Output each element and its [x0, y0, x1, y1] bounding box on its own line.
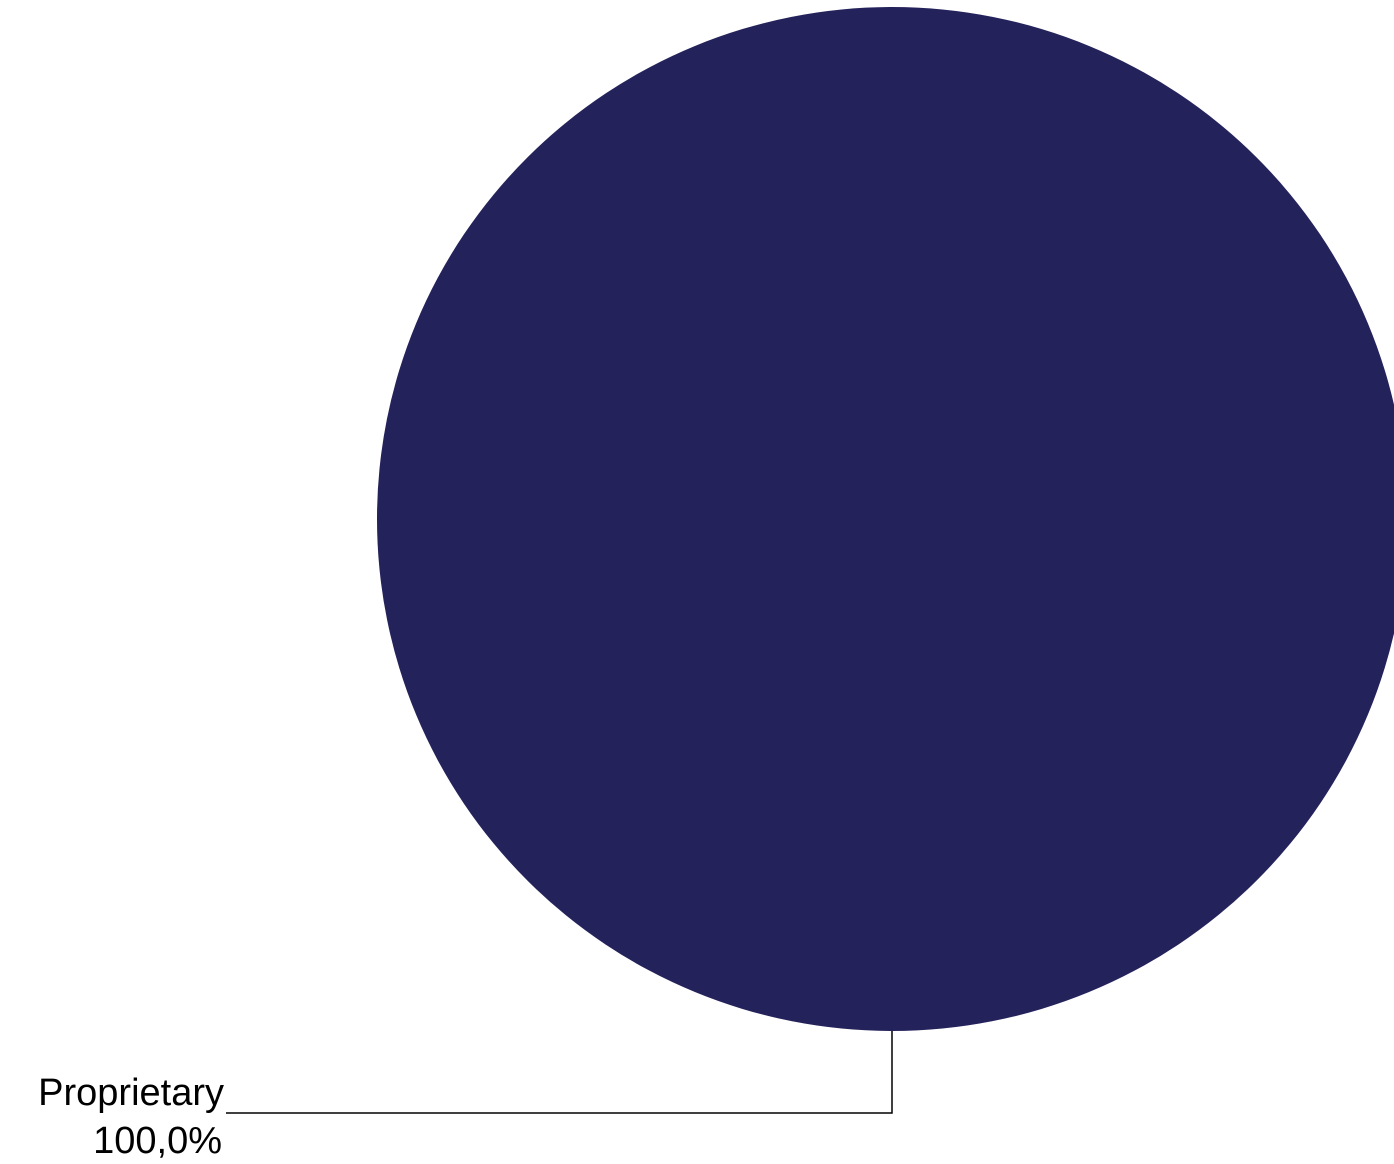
slice-label-value: 100,0% — [93, 1120, 222, 1162]
slice-label-name: Proprietary — [38, 1072, 224, 1114]
pie-slice-proprietary — [377, 7, 1394, 1031]
slice-labels: Proprietary 100,0% — [38, 1072, 224, 1162]
leader-line-proprietary — [226, 1031, 893, 1114]
leader-lines — [226, 1031, 893, 1114]
pie-slices — [377, 7, 1394, 1031]
